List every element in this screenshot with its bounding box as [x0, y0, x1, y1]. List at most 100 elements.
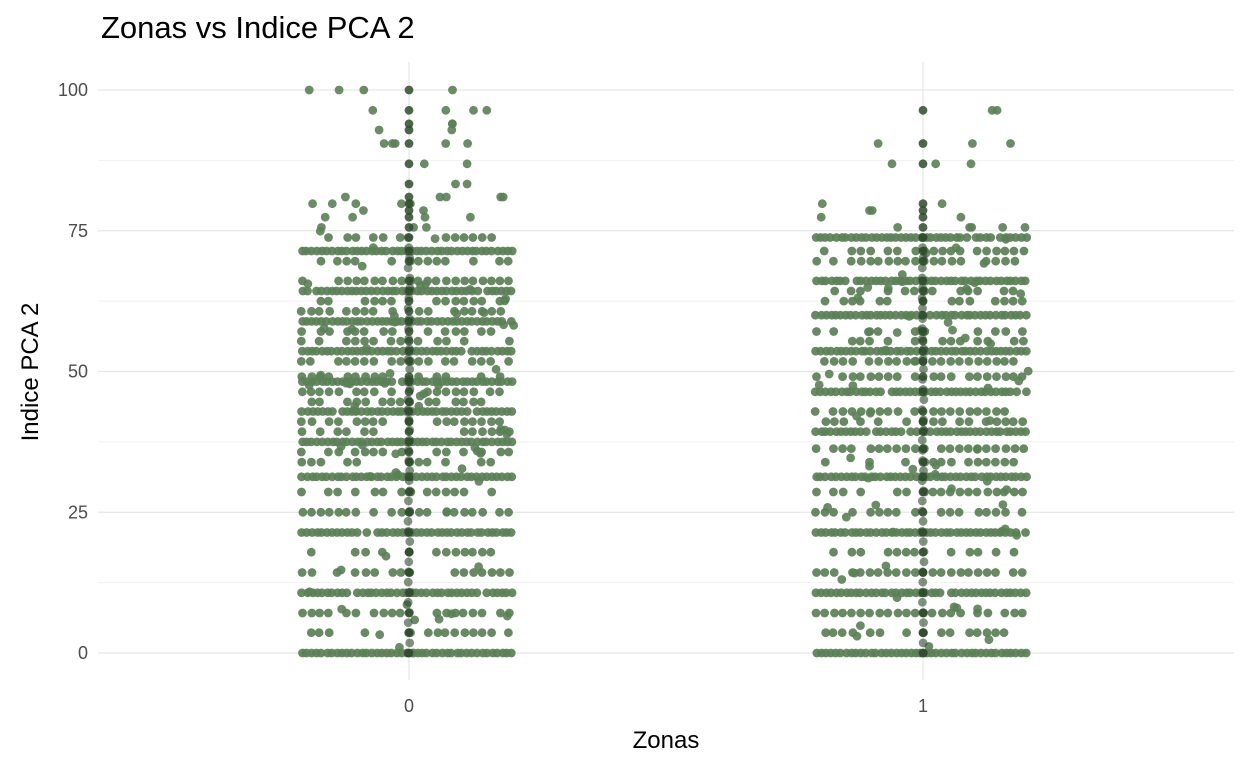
data-point — [883, 284, 893, 293]
data-point — [304, 85, 314, 95]
data-point — [359, 206, 368, 215]
data-point — [451, 179, 460, 189]
data-point — [504, 507, 513, 517]
data-point — [897, 270, 907, 279]
data-point — [390, 317, 400, 327]
data-point — [451, 296, 461, 306]
data-point — [896, 427, 906, 437]
data-point — [495, 372, 505, 381]
data-point — [982, 628, 992, 638]
data-point — [476, 397, 486, 407]
data-point — [883, 372, 893, 381]
data-point — [962, 284, 971, 294]
data-point — [360, 296, 370, 306]
data-point — [305, 587, 314, 597]
data-point — [431, 397, 441, 407]
data-point — [810, 407, 820, 416]
data-point — [370, 568, 380, 577]
data-point — [838, 357, 848, 366]
data-point — [946, 233, 955, 242]
data-point — [403, 405, 413, 415]
data-point — [378, 397, 387, 407]
data-point — [314, 628, 324, 638]
data-point — [852, 411, 861, 421]
data-point — [829, 547, 838, 557]
data-point — [405, 425, 415, 435]
data-point — [342, 336, 351, 346]
data-point — [936, 487, 946, 497]
data-point — [369, 336, 378, 346]
data-point — [1001, 372, 1011, 381]
data-point — [327, 199, 337, 209]
data-point — [388, 276, 398, 286]
data-point — [1000, 457, 1010, 467]
data-point — [451, 276, 461, 286]
data-point — [405, 608, 414, 617]
data-point — [892, 444, 901, 453]
data-point — [970, 278, 980, 288]
data-point — [478, 547, 487, 557]
data-point — [368, 105, 378, 115]
data-point — [983, 383, 993, 393]
data-point — [496, 192, 506, 202]
data-point — [386, 336, 396, 346]
data-point — [910, 608, 920, 618]
data-point — [374, 125, 384, 135]
data-point — [965, 547, 975, 557]
data-point — [421, 279, 430, 289]
data-point — [459, 387, 469, 397]
data-point — [865, 461, 874, 471]
data-point — [422, 437, 431, 447]
data-point — [838, 372, 847, 381]
data-points — [296, 85, 1033, 658]
y-tick-label: 100 — [58, 80, 88, 100]
data-point — [378, 296, 387, 306]
data-point — [983, 487, 993, 497]
data-point — [404, 496, 413, 506]
data-point — [893, 608, 903, 618]
data-point — [950, 310, 960, 320]
data-point — [396, 357, 406, 366]
data-point — [405, 314, 414, 323]
data-point — [962, 233, 972, 242]
data-point — [369, 447, 378, 457]
data-point — [991, 547, 1001, 557]
data-point — [812, 568, 821, 577]
data-point — [911, 507, 920, 517]
data-point — [397, 487, 406, 497]
data-point — [911, 246, 921, 256]
data-point — [918, 253, 928, 263]
data-point — [992, 372, 1001, 381]
data-point — [432, 372, 442, 381]
data-point — [470, 443, 480, 453]
data-point — [487, 346, 496, 356]
y-tick-label: 75 — [68, 221, 88, 241]
data-point — [476, 457, 486, 467]
data-point — [403, 597, 413, 607]
data-point — [1006, 139, 1015, 148]
data-point — [341, 192, 350, 202]
data-point — [882, 296, 892, 306]
data-point — [468, 608, 478, 618]
data-point — [919, 415, 928, 425]
data-point — [1000, 246, 1010, 256]
data-point — [847, 336, 857, 346]
y-tick-label: 50 — [68, 362, 88, 382]
data-point — [950, 588, 960, 598]
data-point — [468, 547, 477, 557]
data-point — [1009, 246, 1019, 256]
data-point — [296, 306, 306, 316]
data-point — [968, 139, 977, 148]
data-point — [503, 256, 513, 266]
data-point — [839, 417, 849, 426]
data-point — [308, 199, 317, 209]
data-point — [966, 159, 976, 169]
data-point — [465, 285, 475, 294]
data-point — [930, 469, 940, 479]
data-point — [404, 375, 414, 384]
data-point — [991, 568, 1000, 577]
data-point — [880, 588, 890, 598]
data-point — [298, 387, 307, 397]
data-point — [910, 407, 920, 416]
data-point — [343, 457, 352, 467]
